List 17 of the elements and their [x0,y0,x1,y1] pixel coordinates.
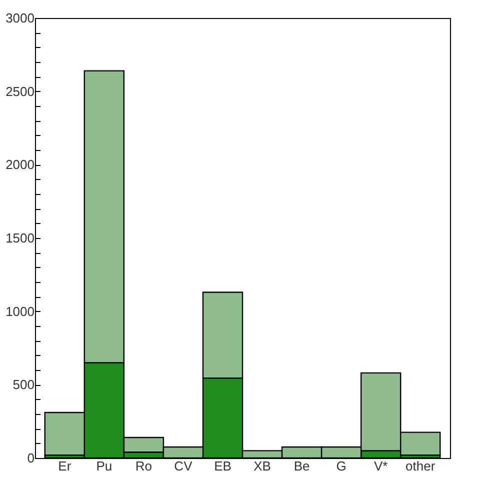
x-tick-label: CV [174,458,193,474]
x-tick-label: other [406,458,436,474]
y-tick-label: 1000 [6,304,34,319]
y-tick-label: 2500 [6,84,34,99]
y-tick-label: 500 [12,377,34,392]
y-tick-label: 0 [27,450,34,466]
x-tick-label: Ro [135,458,152,474]
y-tick-label: 1500 [6,230,34,246]
y-tick-label: 2000 [6,157,34,172]
y-tick-label: 3000 [6,10,34,26]
x-tick-label: G [336,458,346,474]
x-tick-label: V* [374,458,388,474]
x-tick-label: XB [254,458,271,474]
x-tick-label: Be [294,458,310,474]
x-tick-label: EB [214,458,232,474]
x-tick-label: Pu [96,458,112,474]
x-tick-label: Er [58,458,72,474]
